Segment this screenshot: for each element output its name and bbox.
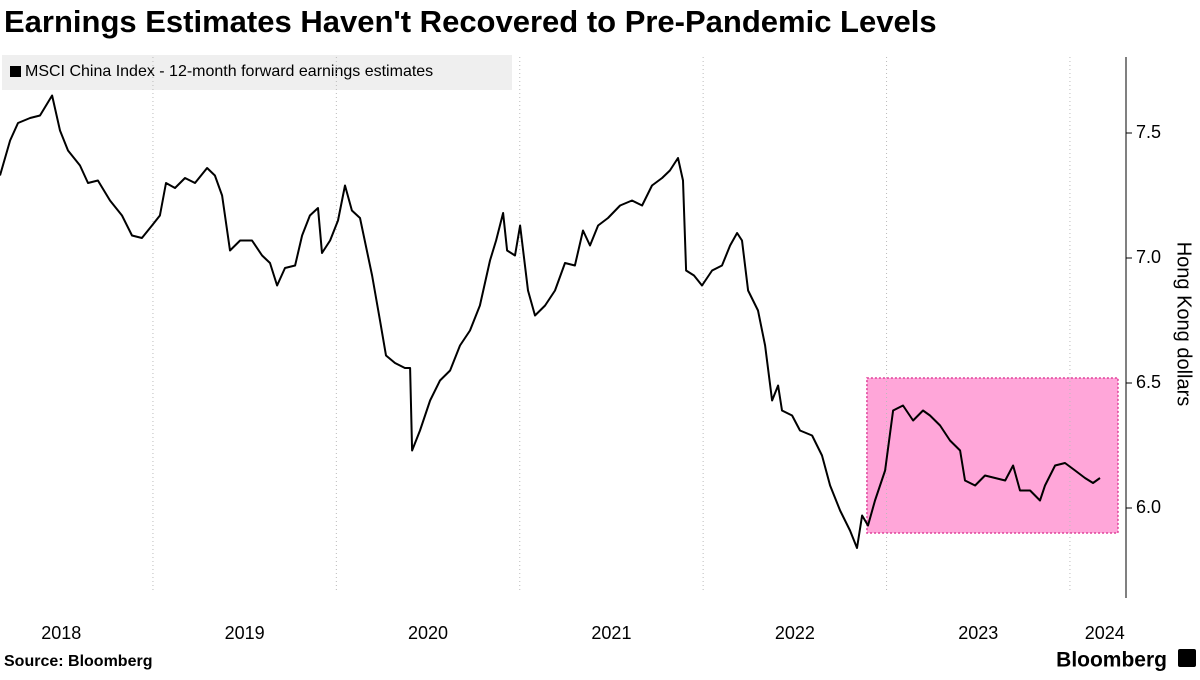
y-tick-label: 6.0 [1136,497,1161,517]
chart-title: Earnings Estimates Haven't Recovered to … [4,4,937,39]
y-axis-label: Hong Kong dollars [1173,242,1195,407]
highlight-box [866,377,1119,534]
y-tick-label: 7.5 [1136,122,1161,142]
brand-icon [1178,649,1196,667]
x-tick-label: 2019 [225,623,265,643]
x-tick-label: 2021 [591,623,631,643]
legend-label: MSCI China Index - 12-month forward earn… [25,63,433,80]
y-tick-label: 7.0 [1136,247,1161,267]
data-line [0,94,1101,549]
x-tick-label: 2023 [958,623,998,643]
x-tick-label: 2020 [408,623,448,643]
legend-box [2,55,512,90]
x-tick-label: 2018 [41,623,81,643]
source: Source: Bloomberg [4,653,152,670]
x-tick-label: 2022 [775,623,815,643]
legend-swatch [10,66,21,77]
x-tick-label: 2024 [1085,623,1125,643]
y-tick-label: 6.5 [1136,372,1161,392]
brand: Bloomberg [1056,649,1167,672]
